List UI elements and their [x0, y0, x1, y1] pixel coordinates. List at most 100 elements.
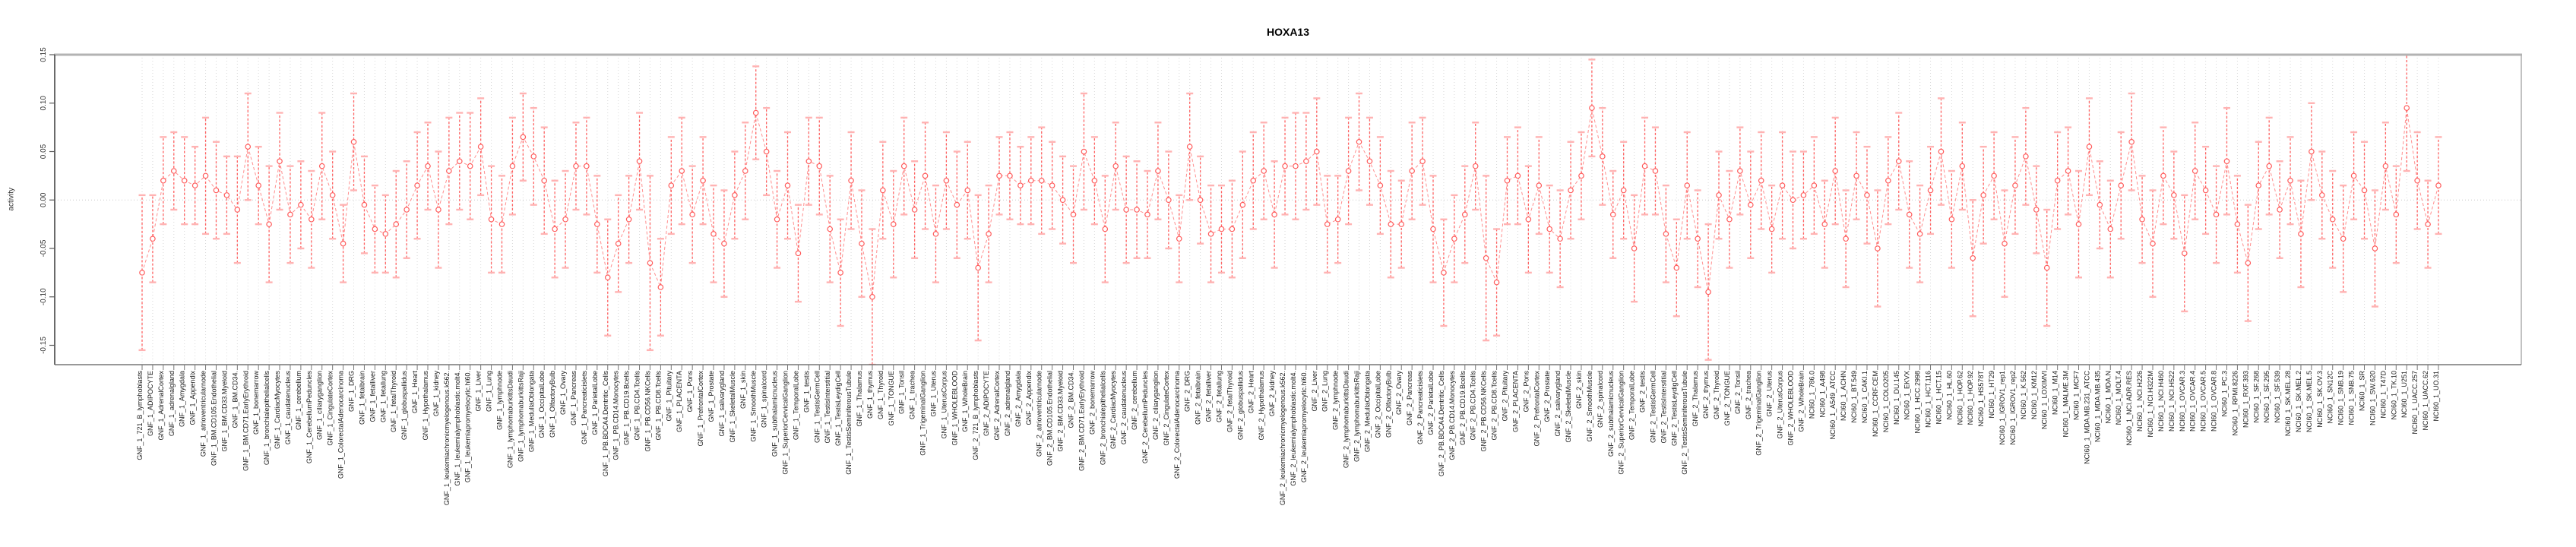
x-category-label: NCI60_1_PC.3: [2220, 371, 2228, 417]
x-category-label: GNF_2_spinalcord: [1597, 371, 1604, 428]
x-category-label: GNF_2_PB.CD8.Tcells: [1491, 371, 1498, 441]
x-category-label: GNF_2_MedullaOblongata: [1363, 371, 1371, 452]
data-point: [2287, 177, 2293, 184]
chart-title: HOXA13: [1266, 26, 1310, 38]
x-category-label: NCI60_1_A498: [1818, 371, 1826, 418]
x-category-label: GNF_1_TestisInterstitial: [824, 371, 831, 444]
x-category-label: NCI60_1_CAKI.1: [1861, 371, 1869, 423]
x-category-label: NCI60_1_MDA.MB.435: [2093, 371, 2101, 442]
x-category-label: GNF_2_kidney: [1268, 371, 1276, 417]
x-category-label: GNF_2_Liver: [1311, 371, 1318, 412]
x-category-label: GNF_1_PB.CD19.Bcells: [623, 371, 631, 446]
x-category-label: GNF_1_ParietalLobe: [591, 371, 599, 435]
data-point: [1631, 245, 1638, 251]
x-category-label: GNF_2_PLACENTA: [1511, 371, 1519, 432]
data-point: [2139, 216, 2145, 223]
x-category-label: GNF_2_721_B_lymphoblasts: [972, 371, 979, 460]
x-category-label: GNF_2_adrenalgland: [1004, 371, 1011, 436]
x-category-label: NCI60_1_HS578T: [1977, 371, 1985, 427]
data-point: [425, 163, 431, 169]
x-category-label: GNF_1_TestisGermCell: [813, 371, 821, 443]
data-point: [2266, 163, 2272, 169]
data-point: [277, 158, 283, 165]
x-category-label: NCI60_1_DU.145: [1893, 371, 1900, 425]
x-category-label: GNF_1_bronchialepithelialcells: [263, 371, 271, 466]
data-point: [2277, 207, 2283, 213]
data-point: [202, 172, 209, 179]
data-point: [2128, 138, 2135, 145]
data-point: [1536, 182, 1543, 188]
x-category-label: GNF_2_TestisLeydigCell: [1670, 371, 1678, 446]
data-point: [1578, 172, 1584, 179]
data-point: [2372, 245, 2378, 251]
data-point: [1377, 182, 1384, 188]
data-point: [2234, 221, 2241, 227]
x-category-label: GNF_1_Pancreas: [570, 371, 578, 426]
x-category-label: NCI60_1_KM12: [2030, 371, 2038, 419]
x-category-label: GNF_2_lymphomaburkittsDaudi: [1343, 371, 1350, 468]
x-category-label: NCI60_1_NCI.H322M: [2147, 371, 2154, 438]
x-category-label: GNF_1_lymphnode: [495, 371, 503, 430]
data-point: [1197, 197, 1204, 204]
data-point: [1155, 168, 1161, 174]
x-category-label: NCI60_1_SK.MEL.2: [2295, 371, 2302, 432]
x-category-label: NCI60_1_UACC.257: [2411, 371, 2419, 435]
data-point: [2118, 182, 2125, 188]
data-point: [1948, 216, 1955, 223]
data-point: [774, 216, 780, 223]
data-point: [1663, 231, 1669, 237]
data-point: [1483, 255, 1489, 261]
data-point: [1388, 221, 1394, 227]
data-point: [859, 240, 865, 247]
data-point: [287, 211, 293, 218]
data-point: [2002, 240, 2008, 247]
x-category-label: NCI60_1_SW.620: [2369, 371, 2376, 425]
x-category-label: NCI60_1_OVCAR.5: [2200, 371, 2207, 432]
x-category-label: NCI60_1_UACC.62: [2422, 371, 2429, 431]
data-point: [467, 163, 473, 169]
data-point: [382, 231, 389, 237]
x-category-label: NCI60_1_OVCAR.4: [2189, 371, 2197, 432]
data-point: [752, 109, 759, 116]
x-category-label: GNF_2_TemporalLobe: [1628, 371, 1636, 440]
x-category-label: GNF_2_fetalThyroid: [1226, 371, 1233, 432]
data-point: [552, 226, 558, 232]
data-point: [721, 240, 727, 247]
x-category-label: GNF_2_bonemarrow: [1088, 371, 1096, 435]
data-point: [1832, 168, 1839, 174]
data-point: [1144, 211, 1150, 218]
data-point: [2340, 236, 2347, 242]
x-category-label: NCI60_1_T47D: [2379, 371, 2387, 419]
data-point: [1970, 255, 1976, 261]
data-point: [1007, 172, 1013, 179]
data-point: [1038, 177, 1045, 184]
x-category-label: GNF_1_leukemiapromyelocytic.hl60.: [464, 371, 472, 482]
x-category-label: GNF_2_fetallung: [1215, 371, 1223, 422]
x-category-label: GNF_1_cerebellum: [295, 371, 302, 430]
x-category-label: GNF_2_Thalamus: [1691, 371, 1699, 427]
data-point: [1609, 211, 1616, 218]
x-category-label: GNF_1_TestisLeydigCell: [834, 371, 842, 446]
data-point: [1737, 168, 1743, 174]
x-category-label: GNF_2_Pancreas: [1406, 371, 1413, 426]
data-point: [1875, 245, 1881, 251]
data-point: [2414, 177, 2420, 184]
x-category-label: GNF_1_trachea: [909, 371, 916, 419]
connector-line: [141, 107, 2439, 297]
data-point: [266, 221, 272, 227]
x-category-label: GNF_2_PB.CD14.Monocytes: [1448, 371, 1456, 460]
data-point: [1345, 168, 1352, 174]
x-category-label: GNF_1_CingulateCortex: [327, 371, 334, 446]
x-category-label: GNF_2_Lung: [1321, 371, 1329, 412]
data-point: [2107, 226, 2114, 232]
x-category-label: GNF_2_ParietalLobe: [1427, 371, 1435, 435]
x-category-label: GNF_1_bonemarrow: [252, 371, 260, 435]
x-category-label: GNF_2_PrefrontalCortex: [1533, 371, 1540, 447]
data-point: [488, 216, 495, 223]
x-category-label: GNF_1_Thalamus: [856, 371, 863, 427]
x-category-label: GNF_2_lymphomaburkittsRaji: [1353, 371, 1361, 462]
x-category-label: GNF_1_Tonsil: [898, 371, 906, 414]
x-category-label: GNF_1_CardiacMyocytes: [274, 371, 281, 450]
x-category-label: GNF_2_trachea: [1745, 371, 1752, 419]
